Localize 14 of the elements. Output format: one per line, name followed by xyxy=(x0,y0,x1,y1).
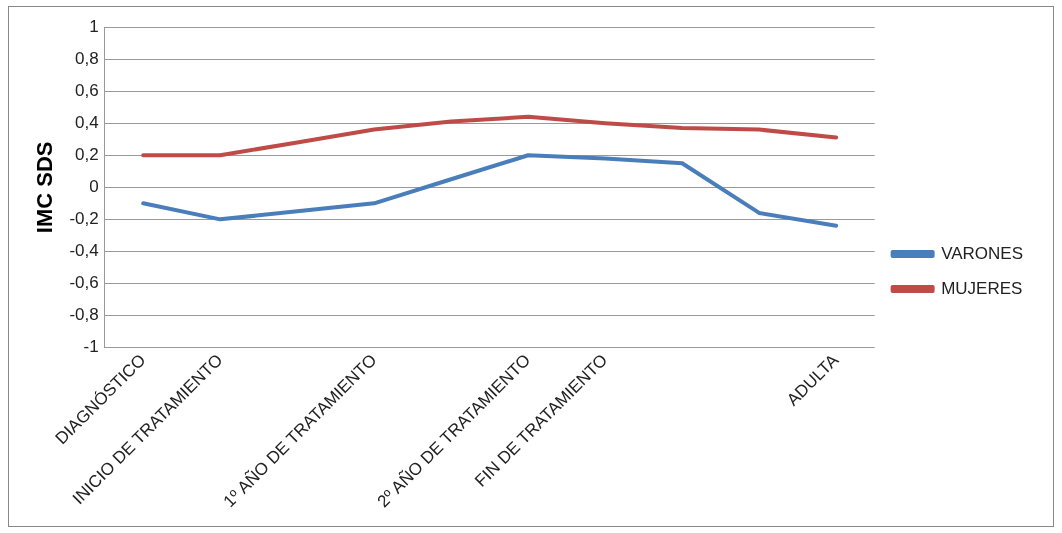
y-tick-label: -0,4 xyxy=(69,241,99,261)
y-tick-label: 1 xyxy=(89,16,99,36)
y-tick-label: 0,6 xyxy=(75,80,99,100)
y-tick-label: -1 xyxy=(83,337,99,357)
legend-label: VARONES xyxy=(941,243,1023,263)
y-tick-label: -0,6 xyxy=(69,273,99,293)
y-axis-title: IMC SDS xyxy=(32,141,58,234)
y-tick-label: 0,2 xyxy=(75,144,99,164)
y-tick-label: 0,8 xyxy=(75,48,99,68)
legend-label: MUJERES xyxy=(941,278,1023,298)
y-tick-label: 0,4 xyxy=(75,112,99,132)
y-tick-label: -0,2 xyxy=(69,209,99,229)
y-tick-label: -0,8 xyxy=(69,305,99,325)
y-tick-label: 0 xyxy=(89,176,99,196)
